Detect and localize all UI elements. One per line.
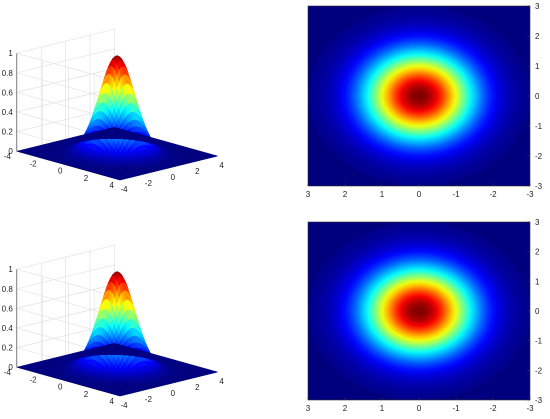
x-tick-label: 4 xyxy=(219,377,224,386)
grid-line xyxy=(16,87,115,113)
surface-plot-bottom: 0 0.2 0.4 0.6 0.8 1 -4 -2 0 2 4 -4 -2 0 2 4 xyxy=(2,244,225,410)
y-tick-label: 2 xyxy=(84,390,89,399)
z-tick-label: 0.6 xyxy=(2,88,14,97)
surface-mesh xyxy=(16,271,219,397)
y-tick-label: -2 xyxy=(29,159,37,168)
z-tick-label: 0 xyxy=(8,147,13,156)
surface-patch xyxy=(111,342,118,345)
z-tick-label: 0.2 xyxy=(2,344,14,353)
x-tick-label: -2 xyxy=(145,179,153,188)
x-tick-label: 3 xyxy=(306,404,311,413)
grid-line xyxy=(16,244,115,270)
heatmap-gaussian xyxy=(308,222,530,400)
z-tick-label: 0.8 xyxy=(2,69,14,78)
y-tick-label: -1 xyxy=(535,337,543,346)
grid-line xyxy=(16,284,115,309)
y-tick-label: -4 xyxy=(4,368,12,377)
y-tick-label: 0 xyxy=(535,92,540,101)
grid-line xyxy=(16,52,121,83)
x-tick-label: -3 xyxy=(526,404,534,413)
y-tick-label: 2 xyxy=(535,248,540,257)
surface-patch xyxy=(111,126,118,129)
x-tick-label: -4 xyxy=(120,401,128,410)
grid-line xyxy=(16,303,115,329)
y-tick-label: -2 xyxy=(535,152,543,161)
x-tick-label: -4 xyxy=(120,185,128,194)
y-tick-label: 3 xyxy=(535,2,540,11)
y-tick-label: -2 xyxy=(29,375,37,384)
surface-mesh xyxy=(16,55,219,181)
x-tick-label: 1 xyxy=(380,404,385,413)
y-tick-label: 4 xyxy=(110,397,115,406)
y-tick-label: -2 xyxy=(535,366,543,375)
y-tick-label: 4 xyxy=(110,181,115,190)
x-tick-label: 2 xyxy=(343,404,348,413)
x-tick-label: 4 xyxy=(219,161,224,170)
surface-tick-labels: 0 0.2 0.4 0.6 0.8 1 -4 -2 0 2 4 -4 -2 0 2 4 xyxy=(2,49,225,194)
heatmap-plot-bottom: 3 2 1 0 -1 -2 -3 3 2 1 0 -1 -2 -3 xyxy=(306,218,543,413)
z-tick-label: 1 xyxy=(8,49,13,58)
y-tick-label: 0 xyxy=(535,307,540,316)
grid-line xyxy=(16,48,115,74)
z-tick-label: 1 xyxy=(8,265,13,274)
heatmap-axes: 3 2 1 0 -1 -2 -3 3 2 1 0 -1 -2 -3 xyxy=(306,2,543,199)
y-tick-label: -3 xyxy=(535,182,543,191)
x-tick-label: 0 xyxy=(171,389,176,398)
z-tick-label: 0.4 xyxy=(2,108,14,117)
x-tick-label: 2 xyxy=(195,167,200,176)
grid-line xyxy=(16,28,115,54)
y-tick-label: 2 xyxy=(84,174,89,183)
grid-line xyxy=(16,268,121,299)
x-tick-label: 1 xyxy=(380,190,385,199)
x-tick-label: -1 xyxy=(452,190,460,199)
heatmap-gaussian xyxy=(308,6,530,186)
y-tick-label: -3 xyxy=(535,396,543,405)
x-tick-label: 0 xyxy=(171,173,176,182)
x-tick-label: -2 xyxy=(489,404,497,413)
y-tick-label: 1 xyxy=(535,62,540,71)
x-tick-label: -2 xyxy=(489,190,497,199)
y-tick-label: 0 xyxy=(58,167,63,176)
z-tick-label: 0.4 xyxy=(2,324,14,333)
y-tick-label: -4 xyxy=(4,152,12,161)
x-tick-label: 0 xyxy=(417,404,422,413)
x-tick-label: -1 xyxy=(452,404,460,413)
x-tick-label: 3 xyxy=(306,190,311,199)
x-tick-label: 2 xyxy=(195,383,200,392)
y-tick-label: 0 xyxy=(58,383,63,392)
z-tick-label: 0.8 xyxy=(2,285,14,294)
y-tick-label: 3 xyxy=(535,218,540,227)
z-tick-label: 0.2 xyxy=(2,128,14,137)
z-tick-label: 0 xyxy=(8,363,13,372)
x-tick-label: -2 xyxy=(145,395,153,404)
x-tick-label: 2 xyxy=(343,190,348,199)
z-tick-label: 0.6 xyxy=(2,304,14,313)
x-tick-label: -3 xyxy=(526,190,534,199)
grid-line xyxy=(16,68,115,93)
surface-plot-top: 0 0.2 0.4 0.6 0.8 1 -4 -2 0 2 4 -4 -2 0 2 4 xyxy=(2,28,225,194)
y-tick-label: 1 xyxy=(535,277,540,286)
surface-tick-labels: 0 0.2 0.4 0.6 0.8 1 -4 -2 0 2 4 -4 -2 0 2 4 xyxy=(2,265,225,410)
heatmap-plot-top: 3 2 1 0 -1 -2 -3 3 2 1 0 -1 -2 -3 xyxy=(306,2,543,199)
heatmap-axes: 3 2 1 0 -1 -2 -3 3 2 1 0 -1 -2 -3 xyxy=(306,218,543,413)
y-tick-label: 2 xyxy=(535,32,540,41)
x-tick-label: 0 xyxy=(417,190,422,199)
y-tick-label: -1 xyxy=(535,122,543,131)
grid-line xyxy=(16,264,115,290)
